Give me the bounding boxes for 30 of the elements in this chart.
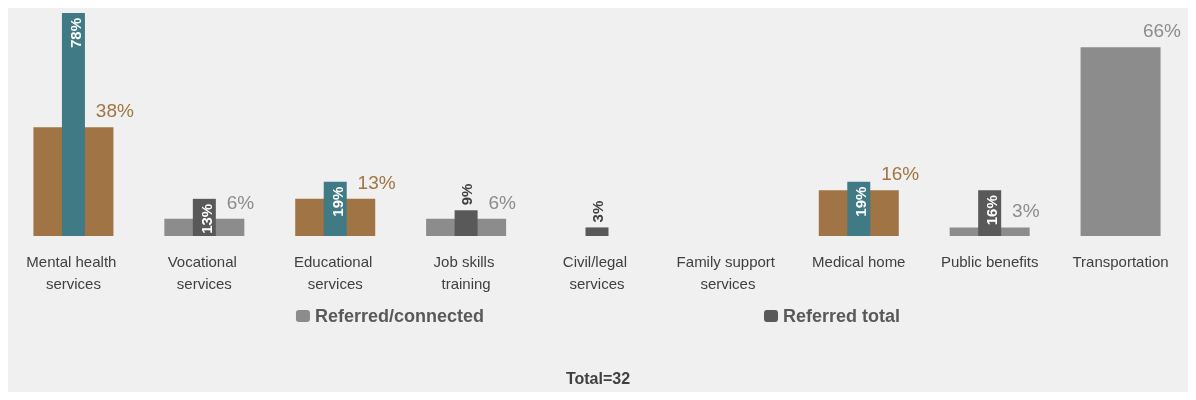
data-label: 38% [95, 100, 134, 122]
data-label: 19% [328, 186, 346, 217]
x-tick-label: Job skills training [433, 252, 499, 292]
bar [585, 227, 609, 236]
bar [454, 210, 478, 236]
x-tick-label: Public benefits [940, 252, 1039, 270]
data-label: 13% [197, 203, 215, 234]
data-label: 13% [357, 171, 396, 193]
legend-label: Referred total [783, 306, 901, 326]
data-label: 6% [488, 191, 517, 213]
data-label: 9% [457, 183, 475, 206]
x-tick-label: Educational services [293, 252, 377, 292]
bar [61, 13, 85, 236]
data-label: 66% [1142, 20, 1182, 42]
x-tick-label: Medical home [812, 252, 906, 270]
x-tick-label: Vocational services [167, 252, 242, 292]
data-label: 16% [881, 163, 920, 185]
text: Total=32 [565, 369, 631, 387]
data-label: 3% [588, 200, 606, 223]
data-label: 19% [852, 186, 870, 217]
data-label: 6% [226, 191, 255, 213]
data-label: 16% [983, 195, 1001, 226]
x-tick-label: Civil/legal services [562, 252, 632, 292]
data-label: 3% [1012, 200, 1040, 222]
x-tick-label: Family support services [676, 252, 780, 292]
x-tick-label: Transportation [1072, 252, 1169, 270]
x-tick-label: Mental health services [26, 252, 121, 292]
legend-label: Referred/connected [314, 306, 485, 326]
data-label: 78% [66, 18, 84, 49]
bar [1080, 47, 1161, 236]
